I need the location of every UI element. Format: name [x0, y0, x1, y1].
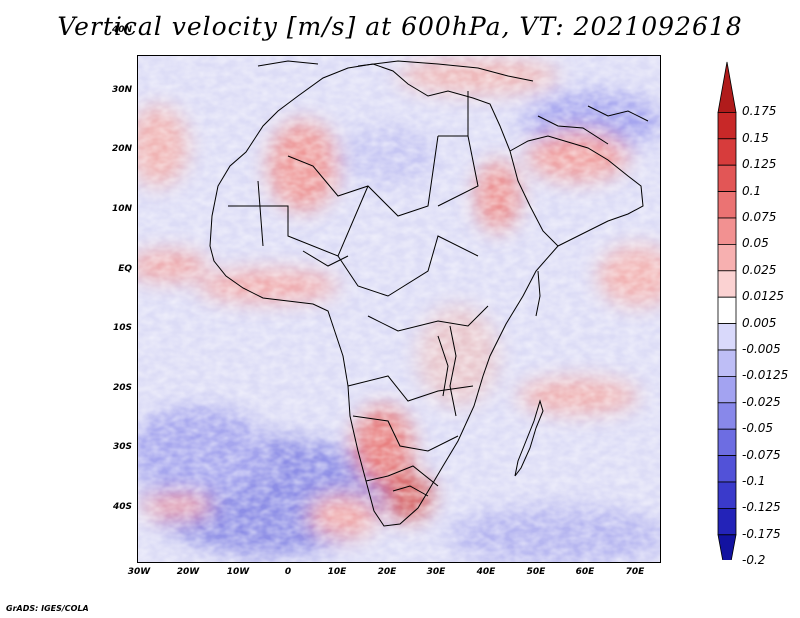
colorbar-segment	[717, 349, 737, 377]
colorbar-level-label: 0.0125	[742, 289, 784, 304]
colorbar-level-label: -0.175	[742, 526, 781, 541]
lat-label-20n: 20N	[111, 144, 132, 154]
colorbar-level-label: 0.1	[742, 183, 762, 198]
lat-label-eq: EQ	[118, 264, 132, 274]
colorbar-level-label: -0.025	[742, 394, 781, 409]
colorbar-segment	[717, 296, 737, 324]
colorbar-segment	[717, 217, 737, 245]
lat-label-10s: 10S	[112, 323, 132, 333]
lat-label-30s: 30S	[112, 442, 132, 452]
lon-label-70e: 70E	[625, 567, 645, 577]
lat-label-10n: 10N	[111, 204, 132, 214]
colorbar-segment	[717, 375, 737, 404]
colorbar-segment	[717, 323, 737, 351]
chart-title: Vertical velocity [m/s] at 600hPa, VT: 2…	[57, 12, 743, 41]
lon-label-0: 0	[284, 567, 292, 577]
colorbar-level-label: -0.0125	[742, 368, 789, 383]
lat-label-40n: 40N	[111, 25, 132, 35]
colorbar-segment	[717, 138, 737, 166]
colorbar-segment	[717, 402, 737, 430]
colorbar-segment	[717, 61, 737, 113]
colorbar-level-label: -0.125	[742, 500, 781, 515]
colorbar	[717, 61, 737, 560]
colorbar-segment	[717, 534, 737, 560]
lat-label-30n: 30N	[111, 85, 132, 95]
colorbar-level-label: -0.05	[742, 421, 774, 436]
colorbar-segment	[717, 428, 737, 457]
colorbar-level-label: -0.1	[742, 474, 766, 488]
colorbar-segment	[717, 270, 737, 298]
colorbar-level-label: 0.075	[742, 210, 777, 224]
lon-label-30w: 30W	[127, 567, 151, 577]
colorbar-level-label: 0.005	[742, 315, 777, 330]
lat-label-40s: 40S	[112, 502, 132, 512]
colorbar-level-label: -0.2	[742, 553, 766, 568]
colorbar-level-label: 0.175	[742, 104, 777, 119]
colorbar-segment	[717, 243, 737, 272]
colorbar-segment	[717, 191, 737, 219]
colorbar-level-label: -0.005	[742, 342, 781, 356]
vertical-velocity-map	[138, 56, 660, 562]
colorbar-level-label: 0.125	[742, 157, 777, 172]
colorbar-segment	[717, 164, 737, 192]
lon-label-10w: 10W	[226, 567, 250, 577]
colorbar-segment	[717, 112, 737, 140]
lon-label-40e: 40E	[476, 567, 496, 577]
colorbar-level-label: 0.05	[742, 236, 769, 251]
colorbar-segment	[717, 507, 737, 536]
colorbar-level-label: -0.075	[742, 447, 781, 462]
colorbar-segment	[717, 481, 737, 509]
grads-credit: GrADS: IGES/COLA	[6, 604, 89, 613]
lat-label-20s: 20S	[112, 383, 132, 393]
coastlines-and-borders	[209, 60, 649, 527]
lon-label-50e: 50E	[526, 567, 546, 577]
colorbar-segment	[717, 455, 737, 483]
lon-label-20e: 20E	[377, 567, 397, 577]
colorbar-level-label: 0.15	[742, 130, 769, 145]
colorbar-level-label: 0.025	[742, 262, 777, 277]
lon-label-20w: 20W	[176, 567, 200, 577]
map-panel	[137, 55, 661, 563]
lon-label-60e: 60E	[575, 567, 595, 577]
lon-label-10e: 10E	[327, 567, 347, 577]
lon-label-30e: 30E	[426, 567, 446, 577]
field-texture	[138, 56, 660, 562]
